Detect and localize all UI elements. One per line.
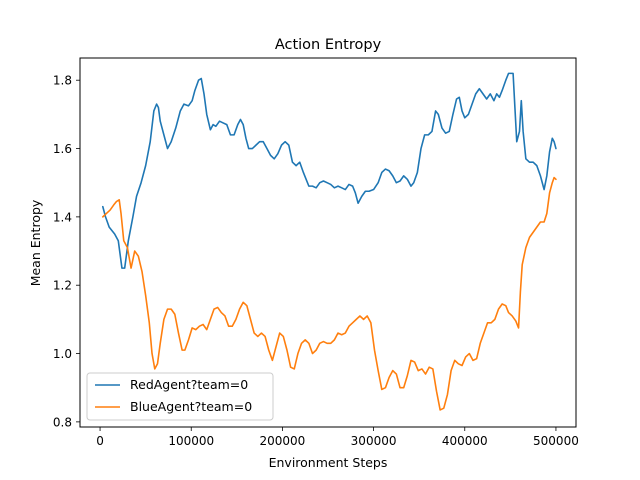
x-tick-label: 500000 <box>533 434 579 448</box>
y-tick-label: 1.6 <box>53 142 72 156</box>
x-axis-label: Environment Steps <box>269 455 388 470</box>
x-tick-label: 100000 <box>168 434 214 448</box>
legend: RedAgent?team=0 BlueAgent?team=0 <box>86 372 274 421</box>
x-tick-label: 0 <box>96 434 104 448</box>
x-tick-label: 400000 <box>442 434 488 448</box>
y-axis: 0.8 1.0 1.2 1.4 1.6 1.8 <box>53 74 80 429</box>
y-axis-label: Mean Entropy <box>28 199 43 286</box>
legend-label-red-agent: RedAgent?team=0 <box>130 377 248 392</box>
x-tick-label: 200000 <box>260 434 306 448</box>
y-tick-label: 1.4 <box>53 210 72 224</box>
y-tick-label: 1.0 <box>53 347 72 361</box>
x-tick-label: 300000 <box>351 434 397 448</box>
plot-lines <box>101 72 557 411</box>
plot-frame <box>79 57 577 428</box>
y-tick-label: 1.8 <box>53 74 72 88</box>
chart-title: Action Entropy <box>275 37 382 53</box>
series-line-1 <box>101 176 557 411</box>
y-tick-label: 0.8 <box>53 415 72 429</box>
legend-box <box>86 372 274 421</box>
series-line-0 <box>101 72 557 269</box>
y-tick-label: 1.2 <box>53 279 72 293</box>
legend-label-blue-agent: BlueAgent?team=0 <box>130 399 252 414</box>
x-axis: 0 100000 200000 300000 400000 500000 <box>96 427 579 448</box>
